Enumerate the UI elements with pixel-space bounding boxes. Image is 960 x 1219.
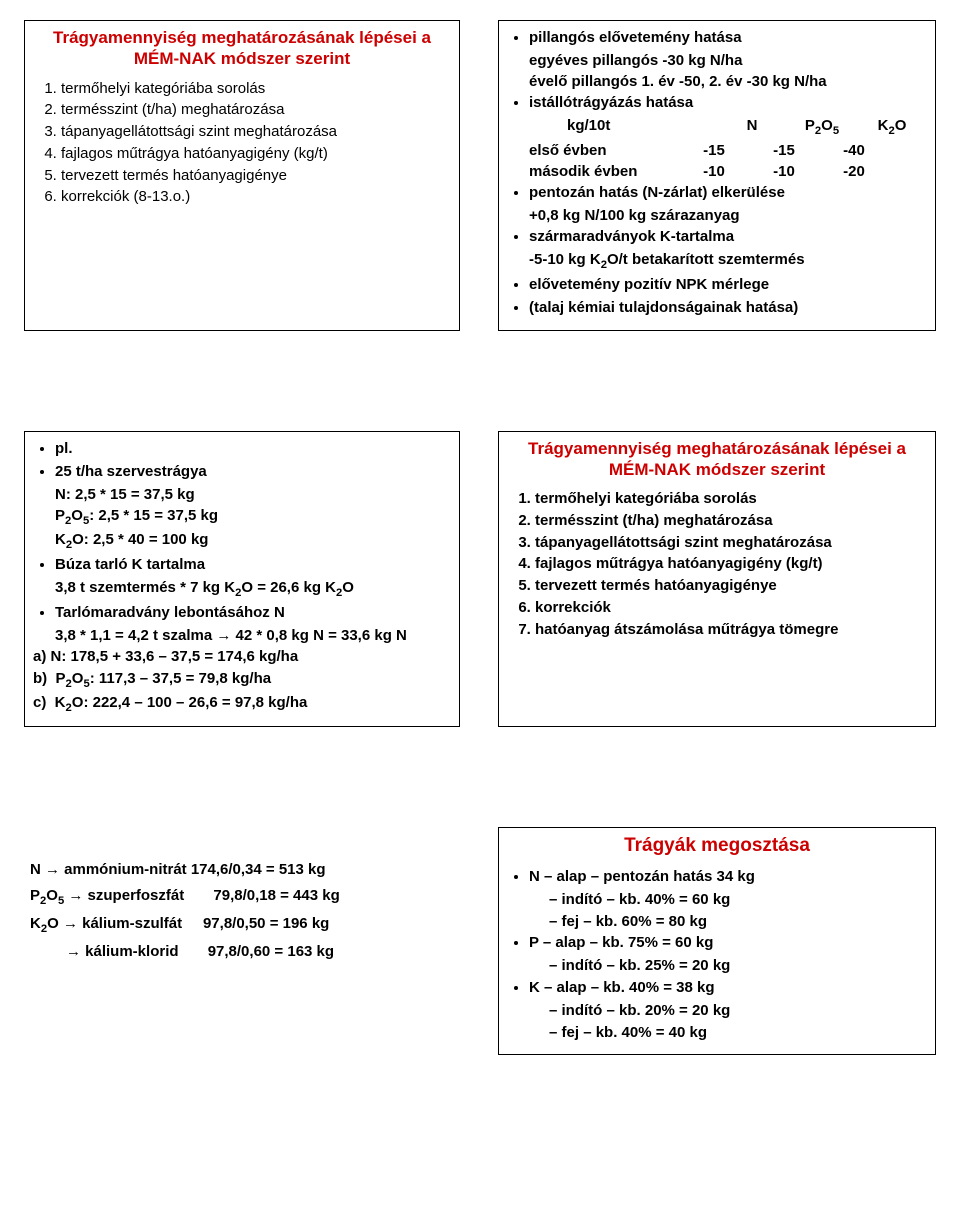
- conv-line: P2O5 → szuperfoszfát 79,8/0,18 = 443 kg: [30, 883, 454, 911]
- lettered-results: a) N: 178,5 + 33,6 – 37,5 = 174,6 kg/ha …: [33, 646, 451, 716]
- corrections-list: pillangós elővetemény hatása: [507, 27, 927, 48]
- panel-steps-1: Trágyamennyiség meghatározásának lépései…: [24, 20, 460, 331]
- table-row: első évben -15 -15 -40: [507, 140, 927, 161]
- panel-steps-2: Trágyamennyiség meghatározásának lépései…: [498, 431, 936, 728]
- page-grid: Trágyamennyiség meghatározásának lépései…: [24, 20, 936, 1055]
- sub-line: 3,8 * 1,1 = 4,2 t szalma → 42 * 0,8 kg N…: [33, 625, 451, 646]
- panel-fertilizer-conversion: N → ammónium-nitrát 174,6/0,34 = 513 kg …: [24, 827, 460, 1055]
- bullet-item: Tarlómaradvány lebontásához N: [55, 602, 451, 623]
- table-header: kg/10t N P2O5 K2O: [507, 115, 927, 140]
- title-steps-1: Trágyamennyiség meghatározásának lépései…: [33, 27, 451, 70]
- step-item: termőhelyi kategóriába sorolás: [535, 488, 927, 510]
- steps-list-1: termőhelyi kategóriába sorolás termésszi…: [33, 78, 451, 209]
- conv-line: K2O → kálium-szulfát 97,8/0,50 = 196 kg: [30, 911, 454, 939]
- sub-line: +0,8 kg N/100 kg szárazanyag: [507, 205, 927, 226]
- dist-p-indito: indító – kb. 25% = 20 kg: [549, 955, 927, 977]
- dist-n-indito: indító – kb. 40% = 60 kg: [549, 889, 927, 911]
- conv-line: → kálium-klorid 97,8/0,60 = 163 kg: [30, 939, 454, 965]
- sub-line: P2O5: 2,5 * 15 = 37,5 kg: [33, 505, 451, 530]
- bullet-item: (talaj kémiai tulajdonságainak hatása): [529, 297, 927, 318]
- dist-n: N – alap – pentozán hatás 34 kg: [529, 866, 927, 887]
- result-c: c) K2O: 222,4 – 100 – 26,6 = 97,8 kg/ha: [33, 692, 451, 716]
- dist-k-fej: fej – kb. 40% = 40 kg: [549, 1022, 927, 1044]
- bullet-item: 25 t/ha szervestrágya: [55, 461, 451, 482]
- conv-line: N → ammónium-nitrát 174,6/0,34 = 513 kg: [30, 857, 454, 883]
- steps-list-2: termőhelyi kategóriába sorolás termésszi…: [507, 488, 927, 640]
- result-b: b) P2O5: 117,3 – 37,5 = 79,8 kg/ha: [33, 668, 451, 692]
- title-steps-2: Trágyamennyiség meghatározásának lépései…: [507, 438, 927, 481]
- step-item: termésszint (t/ha) meghatározása: [535, 510, 927, 532]
- bullet-item: pillangós elővetemény hatása: [529, 27, 927, 48]
- step-item: fajlagos műtrágya hatóanyagigény (kg/t): [61, 143, 451, 165]
- step-item: korrekciók: [535, 597, 927, 619]
- sub-line: K2O: 2,5 * 40 = 100 kg: [33, 529, 451, 554]
- dist-p: P – alap – kb. 75% = 60 kg: [529, 932, 927, 953]
- panel-corrections: pillangós elővetemény hatása egyéves pil…: [498, 20, 936, 331]
- sub-line: 3,8 t szemtermés * 7 kg K2O = 26,6 kg K2…: [33, 577, 451, 602]
- bullet-item: istállótrágyázás hatása: [529, 92, 927, 113]
- bullet-item: elővetemény pozitív NPK mérlege: [529, 274, 927, 295]
- step-item: hatóanyag átszámolása műtrágya tömegre: [535, 619, 927, 641]
- step-item: tervezett termés hatóanyagigénye: [535, 575, 927, 597]
- step-item: korrekciók (8-13.o.): [61, 186, 451, 208]
- bullet-item: pentozán hatás (N-zárlat) elkerülése: [529, 182, 927, 203]
- panel-distribution: Trágyák megosztása N – alap – pentozán h…: [498, 827, 936, 1055]
- sub-line: évelő pillangós 1. év -50, 2. év -30 kg …: [507, 71, 927, 92]
- dist-n-fej: fej – kb. 60% = 80 kg: [549, 911, 927, 933]
- sub-line: -5-10 kg K2O/t betakarított szemtermés: [507, 249, 927, 274]
- step-item: termőhelyi kategóriába sorolás: [61, 78, 451, 100]
- dist-k: K – alap – kb. 40% = 38 kg: [529, 977, 927, 998]
- title-distribution: Trágyák megosztása: [507, 834, 927, 858]
- step-item: tápanyagellátottsági szint meghatározása: [535, 532, 927, 554]
- dist-k-indito: indító – kb. 20% = 20 kg: [549, 1000, 927, 1022]
- panel-example-calc: pl. 25 t/ha szervestrágya N: 2,5 * 15 = …: [24, 431, 460, 728]
- bullet-item: szármaradványok K-tartalma: [529, 226, 927, 247]
- result-a: a) N: 178,5 + 33,6 – 37,5 = 174,6 kg/ha: [33, 646, 451, 668]
- sub-line: N: 2,5 * 15 = 37,5 kg: [33, 484, 451, 505]
- step-item: termésszint (t/ha) meghatározása: [61, 99, 451, 121]
- table-row: második évben -10 -10 -20: [507, 161, 927, 182]
- bullet-item: Búza tarló K tartalma: [55, 554, 451, 575]
- bullet-item: pl.: [55, 438, 451, 459]
- step-item: fajlagos műtrágya hatóanyagigény (kg/t): [535, 553, 927, 575]
- step-item: tervezett termés hatóanyagigénye: [61, 165, 451, 187]
- sub-line: egyéves pillangós -30 kg N/ha: [507, 50, 927, 71]
- step-item: tápanyagellátottsági szint meghatározása: [61, 121, 451, 143]
